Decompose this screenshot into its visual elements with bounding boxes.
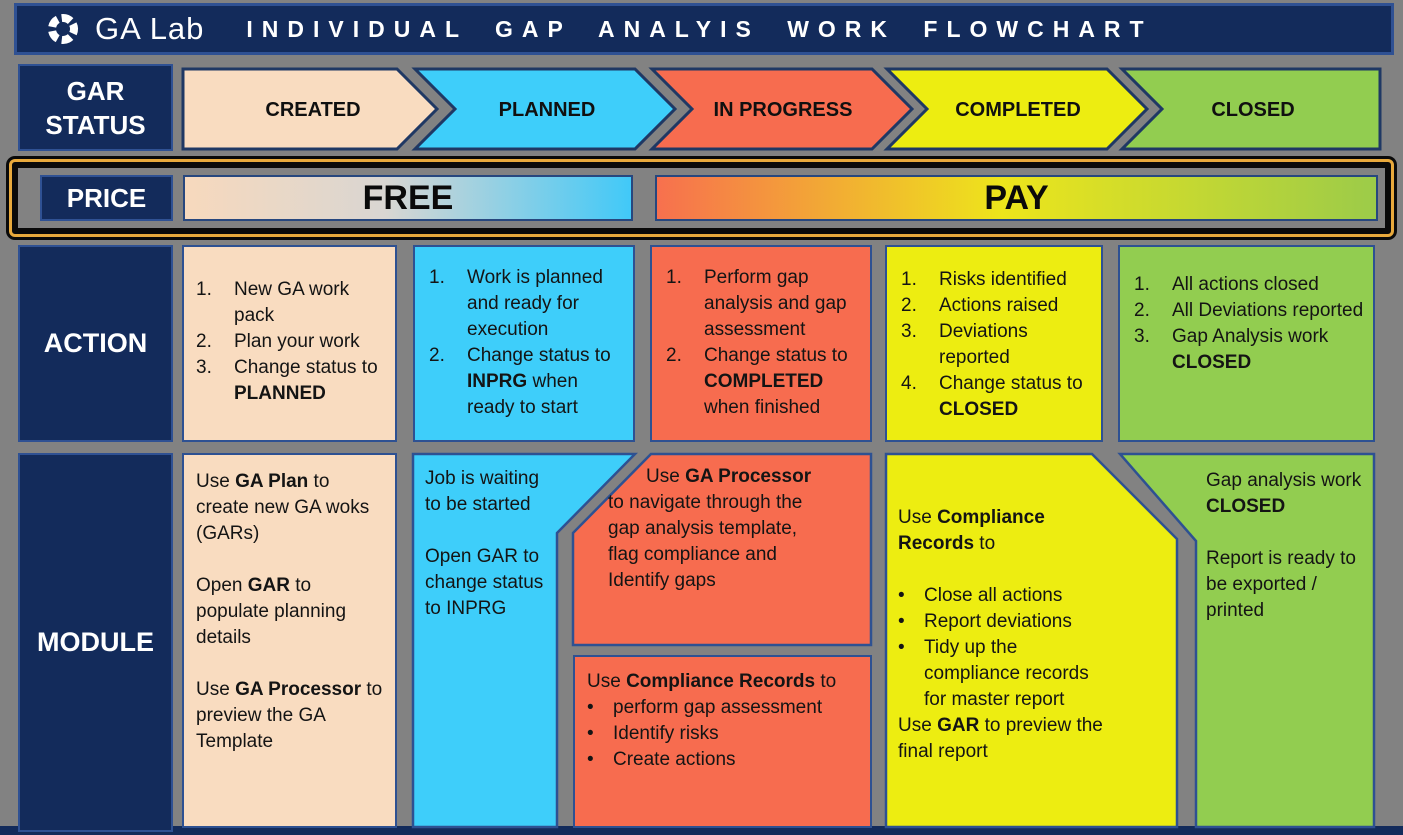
list-item: 1. New GA work pack	[196, 279, 350, 326]
module-paragraph: Use Compliance Records to	[587, 671, 837, 692]
free-label: FREE	[362, 178, 454, 217]
list-item: 2. Plan your work	[196, 331, 360, 352]
stage-label-created: CREATED	[265, 99, 360, 121]
header-bar: GA Lab INDIVIDUAL GAP ANALYIS WORK FLOWC…	[14, 3, 1394, 55]
stage-label-completed: COMPLETED	[955, 99, 1081, 121]
free-price-bar: FREE	[183, 175, 633, 221]
action-box-created: 1. New GA work pack 2. Plan your work 3. Ch…	[182, 245, 397, 442]
price-row-frame: PRICE FREE PAY	[6, 156, 1397, 240]
action-box-in-progress: 1. Perform gap analysis and gap assessmen…	[650, 245, 872, 442]
module-box-in-progress-bottom: Use Compliance Records to perform gap as…	[573, 655, 872, 828]
list-item: Report deviations	[898, 609, 1103, 635]
module-text-planned: Job is waiting to be started Open GAR to…	[425, 466, 551, 648]
stage-arrow-created	[181, 67, 440, 151]
row-label-module: MODULE	[18, 453, 173, 832]
row-label-action: ACTION	[18, 245, 173, 442]
price-row-inner: PRICE FREE PAY	[18, 168, 1385, 228]
list-item: Create actions	[587, 747, 864, 773]
stage-label-closed: CLOSED	[1211, 99, 1294, 121]
list-item: 3. Change status to PLANNED	[196, 357, 378, 404]
stage-label-in-progress: IN PROGRESS	[714, 99, 853, 121]
action-box-planned: 1. Work is planned and ready for executio…	[413, 245, 635, 442]
list-item: 4. Change status to CLOSED	[901, 373, 1083, 420]
list-item: 2. All Deviations reported	[1134, 300, 1364, 321]
list-item: 3. Deviations reported	[901, 321, 1028, 368]
module-paragraph: Open GAR to populate planning details	[196, 575, 347, 648]
module-box-created: Use GA Plan to create new GA woks (GARs)…	[182, 453, 397, 828]
list-item: 3. Gap Analysis work CLOSED	[1134, 326, 1329, 373]
module-text-completed: Use Compliance Records to Close all acti…	[898, 505, 1103, 791]
list-item: 2. Change status to COMPLETED when finish…	[666, 345, 848, 418]
row-label-price: PRICE	[40, 175, 173, 221]
stage-arrow-in-progress	[648, 67, 915, 151]
module-paragraph: Use GA Processor to preview the GA Templ…	[196, 679, 383, 752]
module-paragraph: Open GAR to change status to INPRG	[425, 546, 544, 619]
module-paragraph: Report is ready to be exported / printed	[1206, 548, 1356, 621]
list-item: Tidy up the compliance records for maste…	[898, 635, 1103, 713]
list-item: 1. All actions closed	[1134, 274, 1319, 295]
list-item: perform gap assessment	[587, 695, 864, 721]
list-item: 2. Actions raised	[901, 295, 1059, 316]
module-text-in-progress-top: Use GA Processor to navigate through the…	[608, 464, 826, 594]
list-item: 1. Risks identified	[901, 269, 1067, 290]
module-text-closed: Gap analysis work CLOSED Report is ready…	[1206, 468, 1374, 650]
stage-arrow-completed	[883, 67, 1150, 151]
list-item: Close all actions	[898, 583, 1103, 609]
action-box-completed: 1. Risks identified 2. Actions raised 3. De…	[885, 245, 1103, 442]
gar-status-line1: GAR	[66, 75, 125, 106]
list-item: Identify risks	[587, 721, 864, 747]
module-paragraph: Gap analysis work CLOSED	[1206, 470, 1362, 517]
row-label-gar-status: GAR STATUS	[18, 64, 173, 151]
bottom-border	[0, 826, 1403, 835]
price-row-gold-border: PRICE FREE PAY	[9, 159, 1394, 237]
module-paragraph: Use GAR to preview the final report	[898, 715, 1103, 762]
page-title: INDIVIDUAL GAP ANALYIS WORK FLOWCHART	[246, 15, 1153, 42]
module-paragraph: Use GA Processor to navigate through the…	[608, 466, 812, 591]
module-paragraph: Use GA Plan to create new GA woks (GARs)	[196, 471, 370, 544]
stage-label-planned: PLANNED	[499, 99, 596, 121]
pay-label: PAY	[984, 178, 1049, 217]
status-flow-row: CREATED PLANNED IN PROGRESS COMPLETED CL…	[175, 64, 1400, 154]
stage-arrow-planned	[411, 67, 678, 151]
ga-lab-logo-icon	[48, 13, 78, 44]
stage-arrow-closed	[1118, 67, 1382, 151]
action-box-closed: 1. All actions closed 2. All Deviations re…	[1118, 245, 1375, 442]
gar-status-line2: STATUS	[45, 109, 146, 140]
module-paragraph: Job is waiting to be started	[425, 468, 540, 515]
brand-name: GA Lab	[95, 11, 205, 46]
list-item: 2. Change status to INPRG when ready to s…	[429, 345, 611, 418]
pay-price-bar: PAY	[655, 175, 1378, 221]
list-item: 1. Perform gap analysis and gap assessmen…	[666, 267, 847, 340]
module-paragraph: Use Compliance Records to	[898, 507, 1045, 554]
list-item: 1. Work is planned and ready for executio…	[429, 267, 603, 340]
